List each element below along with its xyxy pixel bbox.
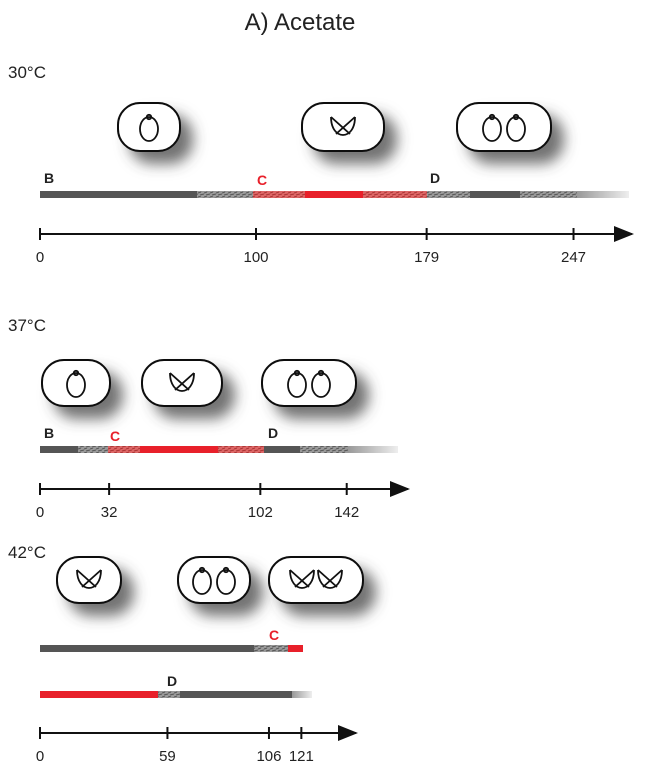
phase-bar bbox=[40, 446, 398, 453]
tick-label: 0 bbox=[36, 504, 44, 521]
title: A) Acetate bbox=[245, 9, 356, 36]
diagram: A) Acetate 30°C B C D 37°C B C D bbox=[0, 0, 650, 771]
tick-label: 247 bbox=[561, 249, 586, 266]
phase-label: D bbox=[268, 425, 278, 441]
phase-label: B bbox=[44, 170, 54, 186]
tick-label: 106 bbox=[256, 748, 281, 765]
tick-label: 100 bbox=[243, 249, 268, 266]
cell bbox=[57, 557, 363, 603]
phase-label: C bbox=[110, 428, 120, 444]
cell bbox=[42, 360, 356, 406]
tick-label: 142 bbox=[334, 504, 359, 521]
phase-label: B bbox=[44, 425, 54, 441]
tick-label: 0 bbox=[36, 748, 44, 765]
phase-label: C bbox=[269, 627, 279, 643]
phase-label: D bbox=[167, 673, 177, 689]
tick-label: 59 bbox=[159, 748, 176, 765]
phase-label: D bbox=[430, 170, 440, 186]
tick-label: 32 bbox=[101, 504, 118, 521]
tick-label: 121 bbox=[289, 748, 314, 765]
temperature: 37°C bbox=[8, 316, 46, 335]
phase-bar bbox=[40, 645, 312, 698]
tick-label: 0 bbox=[36, 249, 44, 266]
phase-bar bbox=[40, 191, 629, 198]
phase-label: C bbox=[257, 172, 267, 188]
temperature: 30°C bbox=[8, 63, 46, 82]
tick-label: 179 bbox=[414, 249, 439, 266]
cell bbox=[118, 103, 551, 151]
temperature: 42°C bbox=[8, 543, 46, 562]
tick-label: 102 bbox=[248, 504, 273, 521]
